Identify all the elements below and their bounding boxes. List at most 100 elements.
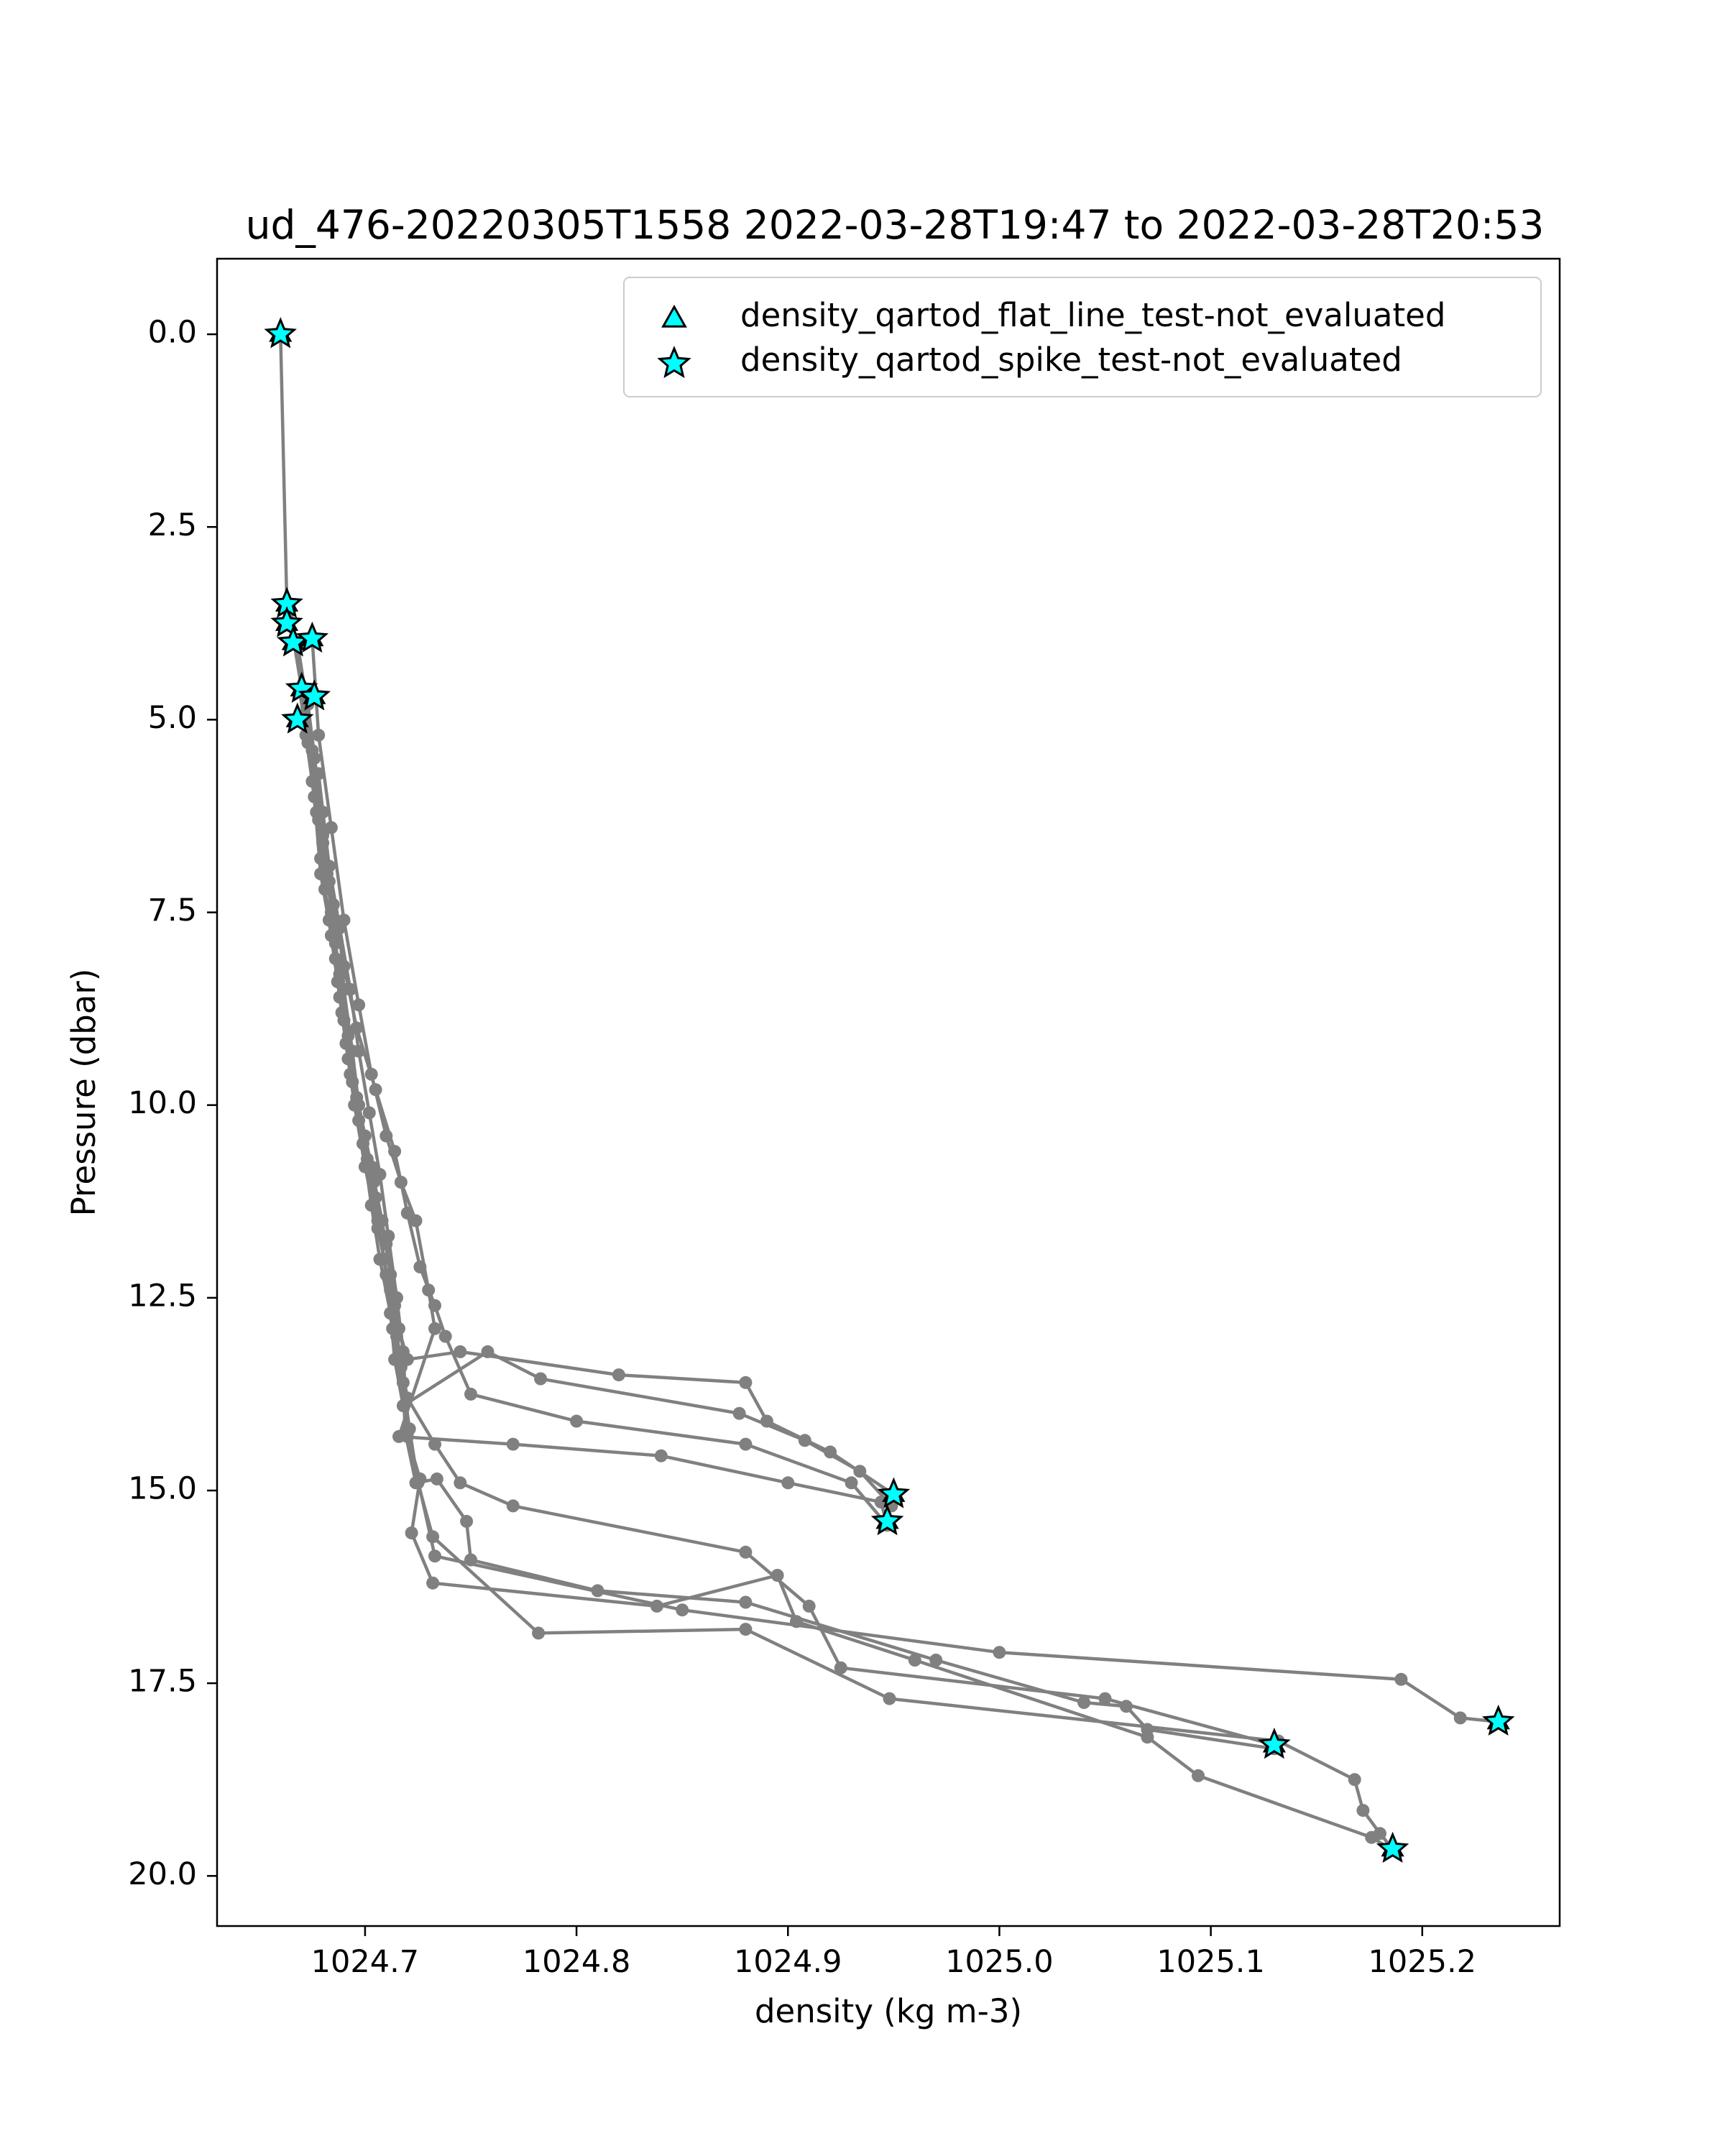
chart-title: ud_476-20220305T1558 2022-03-28T19:47 to… [246, 202, 1545, 248]
profile-point [308, 790, 321, 803]
profile-point [739, 1437, 753, 1451]
profile-point [430, 1472, 443, 1485]
profile-point [400, 1426, 414, 1439]
profile-point [308, 752, 321, 765]
profile-point [333, 990, 346, 1004]
legend-entry-spike: density_qartod_spike_test-not_evaluated [657, 341, 1402, 379]
profile-point [1077, 1696, 1091, 1709]
profile-point [371, 1214, 385, 1227]
legend-star-shape [657, 346, 691, 379]
profile-point [396, 1345, 410, 1358]
profile-point [400, 1391, 414, 1405]
profile-point [394, 1176, 408, 1189]
profile-point [739, 1376, 753, 1389]
legend-box [623, 277, 1542, 397]
profile-point [405, 1526, 418, 1539]
profile-point [464, 1387, 477, 1401]
profile-point [845, 1476, 858, 1490]
legend-star-marker [657, 346, 691, 379]
y-axis-label: Pressure (dbar) [65, 969, 103, 1217]
profile-point [394, 1360, 408, 1374]
profile-point [650, 1599, 663, 1613]
profile-point [824, 1445, 837, 1459]
profile-point [1394, 1672, 1408, 1686]
profile-point [422, 1284, 436, 1297]
profile-point [396, 1376, 410, 1389]
spike-star-marker [264, 317, 298, 349]
profile-point [676, 1603, 689, 1617]
spike-star-marker [295, 621, 329, 653]
profile-point [413, 1260, 427, 1273]
legend-triangle-shape [661, 304, 687, 328]
profile-point [316, 829, 330, 842]
profile-point [532, 1626, 546, 1640]
x-tick-label: 1024.7 [311, 1944, 419, 1980]
profile-point [356, 1137, 369, 1151]
profile-point [362, 1106, 376, 1120]
profile-point [324, 929, 338, 942]
profile-point [373, 1253, 387, 1266]
profile-point [570, 1414, 584, 1428]
x-tick-label: 1024.9 [734, 1944, 842, 1980]
legend-label-spike: density_qartod_spike_test-not_evaluated [740, 341, 1402, 379]
x-tick-label: 1025.0 [945, 1944, 1053, 1980]
profile-point [318, 883, 331, 896]
profile-point [324, 821, 338, 834]
spike-star-marker [1481, 1704, 1515, 1736]
profile-point [426, 1530, 440, 1544]
profile-point [314, 852, 328, 865]
profile-point [388, 1145, 402, 1158]
profile-point [612, 1368, 625, 1382]
spike-star-marker [1258, 1727, 1291, 1759]
profile-point [1192, 1769, 1205, 1782]
profile-point [908, 1654, 921, 1667]
x-tick-label: 1024.8 [523, 1944, 630, 1980]
profile-point [350, 1091, 364, 1104]
profile-point [426, 1576, 440, 1590]
profile-point [834, 1661, 847, 1674]
profile-point [464, 1553, 477, 1567]
profile-point [346, 1075, 359, 1089]
profile-point [384, 1307, 397, 1320]
legend: density_qartod_flat_line_test-not_evalua… [623, 277, 1542, 397]
profile-point [1348, 1773, 1361, 1787]
profile-point [1374, 1827, 1386, 1841]
profile-point [883, 1692, 896, 1705]
profile-point [369, 1083, 382, 1097]
profile-point [591, 1584, 604, 1598]
profile-point [400, 1206, 414, 1220]
spike-star-marker [298, 679, 331, 711]
profile-point [322, 860, 336, 873]
profile-point [428, 1549, 441, 1563]
profile-point [428, 1299, 441, 1312]
profile-point [428, 1322, 441, 1335]
profile-point [386, 1322, 400, 1335]
profile-point [337, 1013, 351, 1027]
spike-star-marker [877, 1477, 911, 1508]
profile-point [802, 1599, 816, 1613]
spike-star-marker [281, 702, 314, 734]
x-tick-label: 1025.1 [1156, 1944, 1264, 1980]
plot-area [264, 317, 1515, 1864]
profile-point [352, 1114, 366, 1128]
y-tick-label: 15.0 [128, 1470, 197, 1506]
profile-point [454, 1345, 467, 1358]
profile-point [411, 1476, 425, 1490]
profile-point [373, 1168, 387, 1181]
profile-point [341, 1052, 355, 1066]
profile-point [324, 906, 338, 919]
y-tick-label: 7.5 [148, 893, 197, 929]
y-tick-label: 2.5 [148, 507, 197, 543]
y-tick-label: 12.5 [128, 1278, 197, 1314]
y-tick-label: 17.5 [128, 1664, 197, 1700]
profile-point [993, 1646, 1006, 1659]
x-axis-label: density (kg m-3) [755, 1992, 1022, 2030]
profile-point [350, 1021, 364, 1035]
profile-point [460, 1514, 474, 1528]
y-tick-label: 20.0 [128, 1856, 197, 1892]
profile-point [654, 1449, 668, 1462]
profile-point [438, 1330, 452, 1343]
legend-entry-flat-line: density_qartod_flat_line_test-not_evalua… [661, 296, 1445, 334]
profile-point [1098, 1692, 1112, 1705]
